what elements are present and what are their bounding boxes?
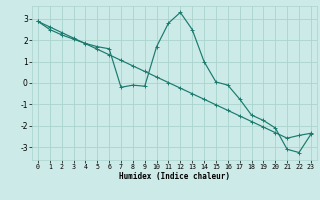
X-axis label: Humidex (Indice chaleur): Humidex (Indice chaleur): [119, 172, 230, 181]
